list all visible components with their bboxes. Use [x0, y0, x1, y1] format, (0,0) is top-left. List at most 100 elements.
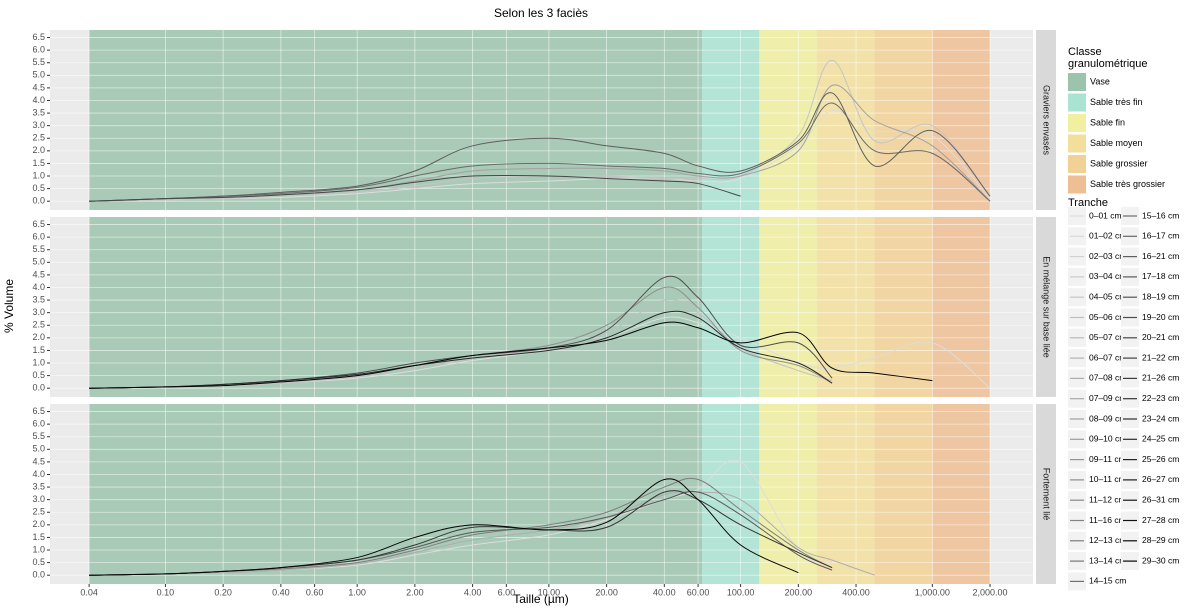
x-tick-label: 0.60	[306, 587, 324, 597]
series-line	[89, 321, 933, 389]
legend-label: 08–09 cm	[1089, 413, 1126, 423]
legend-label: 18–19 cm	[1142, 291, 1179, 301]
class-band	[89, 30, 703, 210]
y-axis-label: % Volume	[2, 279, 16, 333]
x-tick-label: 400.00	[842, 587, 870, 597]
class-band	[932, 30, 991, 210]
legend-label: 20–21 cm	[1142, 332, 1179, 342]
legend-label: 05–07 cm	[1089, 332, 1126, 342]
class-band	[89, 217, 703, 397]
x-tick-label: 10.00	[538, 587, 561, 597]
legend-label: 26–27 cm	[1142, 474, 1179, 484]
y-tick-label: 6.5	[32, 406, 45, 416]
y-tick-label: 3.0	[32, 307, 45, 317]
class-band	[702, 217, 760, 397]
legend-label: 27–28 cm	[1142, 515, 1179, 525]
facet-strip	[1036, 217, 1056, 397]
y-tick-label: 3.0	[32, 120, 45, 130]
legend-label: 02–03 cm	[1089, 251, 1126, 261]
series-line	[89, 478, 799, 576]
x-tick-label: 1.00	[348, 587, 366, 597]
legend-label: 06–07 cm	[1089, 352, 1126, 362]
chart-title: Selon les 3 faciès	[494, 6, 588, 20]
y-tick-label: 0.0	[32, 570, 45, 580]
x-tick-label: 4.00	[464, 587, 482, 597]
legend-label: 01–02 cm	[1089, 231, 1126, 241]
legend-label: 21–22 cm	[1142, 352, 1179, 362]
y-tick-label: 4.0	[32, 282, 45, 292]
legend-label: Sable grossier	[1090, 158, 1148, 168]
y-tick-label: 4.5	[32, 456, 45, 466]
series-line	[89, 174, 741, 202]
legend-label: 19–20 cm	[1142, 312, 1179, 322]
facet-label: Graviers envasés	[1042, 85, 1052, 156]
x-tick-label: 0.10	[157, 587, 175, 597]
y-tick-label: 1.5	[32, 158, 45, 168]
series-line	[89, 92, 991, 202]
y-tick-label: 2.0	[32, 519, 45, 529]
series-line	[89, 59, 991, 202]
x-tick-label: 60.00	[687, 587, 710, 597]
y-tick-label: 5.0	[32, 257, 45, 267]
class-band	[874, 30, 933, 210]
legend-label: 24–25 cm	[1142, 434, 1179, 444]
x-tick-label: 0.40	[272, 587, 290, 597]
legend-swatch	[1068, 114, 1086, 132]
legend-label: 07–08 cm	[1089, 373, 1126, 383]
y-tick-label: 2.5	[32, 507, 45, 517]
class-band	[932, 404, 991, 584]
y-tick-label: 4.5	[32, 269, 45, 279]
y-tick-label: 2.0	[32, 332, 45, 342]
legend-label: 12–13 cm	[1089, 535, 1126, 545]
legend-label: 0–01 cm	[1089, 210, 1122, 220]
y-tick-label: 4.0	[32, 95, 45, 105]
y-tick-label: 1.0	[32, 170, 45, 180]
legend-label: Sable moyen	[1090, 138, 1143, 148]
y-tick-label: 4.0	[32, 469, 45, 479]
y-tick-label: 6.0	[32, 45, 45, 55]
y-tick-label: 3.0	[32, 494, 45, 504]
legend-swatch	[1068, 175, 1086, 194]
legend-label: 13–14 cm	[1089, 555, 1126, 565]
y-tick-label: 5.5	[32, 431, 45, 441]
x-tick-label: 6.00	[498, 587, 516, 597]
y-tick-label: 6.5	[32, 219, 45, 229]
class-band	[816, 404, 875, 584]
series-line	[89, 102, 991, 202]
legend-swatch	[1068, 134, 1086, 153]
legend-label: 16–21 cm	[1142, 251, 1179, 261]
y-tick-label: 6.0	[32, 419, 45, 429]
legend-label: 29–30 cm	[1142, 555, 1179, 565]
y-tick-label: 3.5	[32, 294, 45, 304]
x-tick-label: 1,000.00	[915, 587, 950, 597]
legend-swatch	[1068, 155, 1086, 173]
class-band	[816, 217, 875, 397]
legend-label: 15–16 cm	[1142, 210, 1179, 220]
y-tick-label: 1.0	[32, 357, 45, 367]
facet-strip	[1036, 404, 1056, 584]
legend-label: 07–09 cm	[1089, 393, 1126, 403]
legend-label: 11–16 cm	[1089, 515, 1126, 525]
legend-label: 04–05 cm	[1089, 291, 1126, 301]
y-tick-label: 2.5	[32, 320, 45, 330]
legend-label: Sable fin	[1090, 117, 1125, 127]
y-tick-label: 0.0	[32, 196, 45, 206]
y-tick-label: 2.0	[32, 145, 45, 155]
series-line	[89, 310, 833, 389]
legend-label: Vase	[1090, 76, 1110, 86]
facet-label: Fortement lié	[1042, 468, 1052, 521]
x-tick-label: 20.00	[595, 587, 618, 597]
legend-label: 14–15 cm	[1089, 576, 1126, 586]
legend-label: 26–31 cm	[1142, 494, 1179, 504]
y-tick-label: 6.5	[32, 32, 45, 42]
legend-swatch	[1068, 73, 1086, 91]
y-tick-label: 6.0	[32, 232, 45, 242]
legend-label: 25–26 cm	[1142, 454, 1179, 464]
legend-label: 17–18 cm	[1142, 271, 1179, 281]
y-tick-label: 2.5	[32, 133, 45, 143]
legend-label: Sable très fin	[1090, 97, 1143, 107]
class-band	[759, 404, 817, 584]
x-tick-label: 2,000.00	[973, 587, 1008, 597]
y-tick-label: 5.5	[32, 244, 45, 254]
